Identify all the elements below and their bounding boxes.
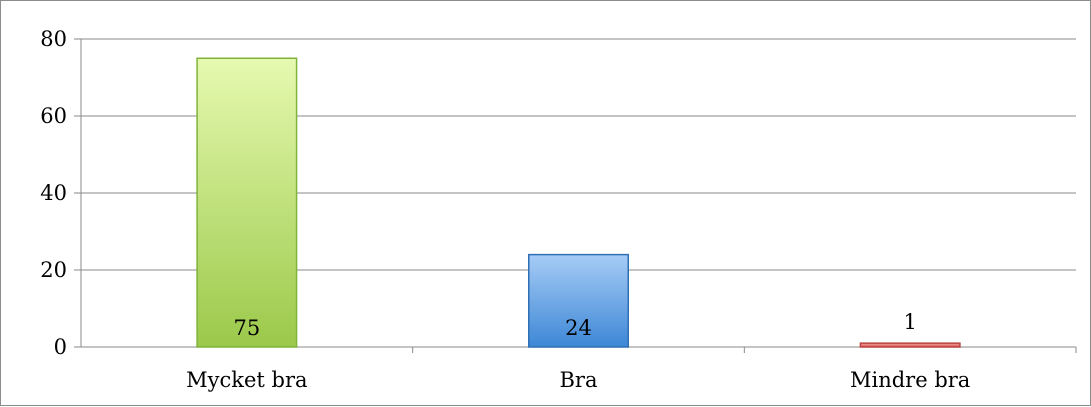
x-category-label: Mindre bra (850, 368, 970, 392)
x-category-label: Mycket bra (186, 368, 307, 392)
y-tick-label: 0 (54, 335, 67, 359)
y-tick-label: 40 (40, 181, 67, 205)
data-label: 1 (903, 310, 916, 334)
bar-bra (528, 253, 629, 348)
labels: 0 20 40 60 80 75 Mycket bra 24 Bra 1 Mindre bra (40, 27, 970, 392)
bar-mycket-bra (196, 57, 298, 348)
y-tick-label: 20 (40, 258, 67, 282)
x-category-label: Bra (560, 368, 598, 392)
bar-mindre-bra (859, 342, 961, 348)
y-tick-label: 80 (40, 27, 67, 51)
bars (196, 57, 961, 348)
data-label: 24 (565, 316, 592, 340)
data-label: 75 (233, 316, 260, 340)
y-tick-label: 60 (40, 104, 67, 128)
